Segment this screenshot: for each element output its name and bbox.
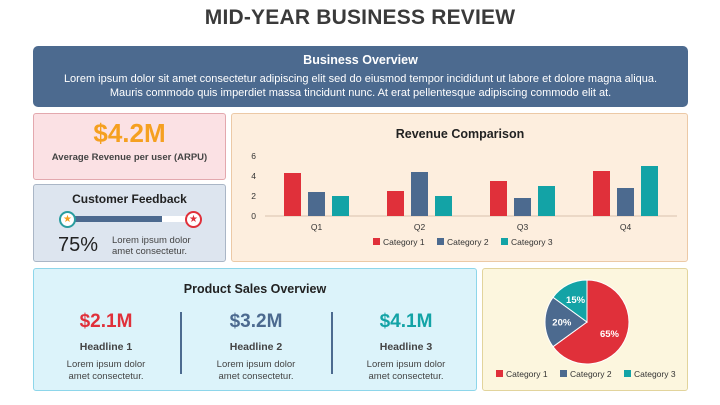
product-sales-headline: Headline 2 xyxy=(229,341,283,353)
bar-category-1 xyxy=(593,171,610,216)
legend-swatch xyxy=(560,370,567,377)
pie-slice-label: 15% xyxy=(566,295,586,306)
business-overview-title: Business Overview xyxy=(303,53,418,67)
business-overview-text: Lorem ipsum dolor sit amet consectetur a… xyxy=(63,73,658,99)
bar-category-1 xyxy=(490,181,507,216)
legend-label: Category 3 xyxy=(634,369,676,379)
product-sales-value: $4.1M xyxy=(379,311,433,332)
divider xyxy=(180,312,182,374)
product-sales-text-line: Lorem ipsum dolor xyxy=(366,359,446,370)
pie-slice-label: 20% xyxy=(552,318,572,329)
legend-swatch xyxy=(496,370,503,377)
category-share-panel: 65% 20% 15% Category 1 Category 2 Category 3 xyxy=(482,268,688,391)
bar-category-2 xyxy=(411,172,428,216)
pie-slice-label: 65% xyxy=(600,329,620,340)
product-sales-text-line: amet consectetur. xyxy=(68,370,144,382)
feedback-description-line: Lorem ipsum dolor xyxy=(112,235,191,246)
legend-label: Category 1 xyxy=(506,369,548,379)
product-sales-headline: Headline 3 xyxy=(379,341,433,353)
legend-label: Category 1 xyxy=(383,237,425,247)
feedback-description: Lorem ipsum dolor amet consectetur. xyxy=(112,235,191,257)
feedback-percent: 75% xyxy=(58,234,99,256)
feedback-progress-track xyxy=(66,216,194,222)
divider xyxy=(331,312,333,374)
x-tick-label: Q3 xyxy=(517,222,529,232)
arpu-value: $4.2M xyxy=(93,118,166,148)
y-tick-label: 2 xyxy=(251,191,256,201)
product-sales-value: $3.2M xyxy=(229,311,283,332)
bar-category-1 xyxy=(387,191,404,216)
y-tick-label: 4 xyxy=(251,171,256,181)
arpu-card: $4.2M Average Revenue per user (ARPU) xyxy=(33,113,226,180)
customer-feedback-card: Customer Feedback ★ ★ 75% Lorem ipsum do… xyxy=(33,184,226,262)
feedback-description-line: amet consectetur. xyxy=(112,246,187,257)
bar-category-3 xyxy=(435,196,452,216)
legend-label: Category 3 xyxy=(511,237,553,247)
bar-category-2 xyxy=(308,192,325,216)
product-sales-text: Lorem ipsum dolor amet consectetur. xyxy=(346,359,466,382)
y-tick-label: 6 xyxy=(251,151,256,161)
star-icon: ★ xyxy=(185,211,202,228)
pie-slice-2 xyxy=(544,296,588,348)
revenue-comparison-panel: Revenue Comparison 0 2 4 6 Q1 Q2 Q3 Q4 Category 1… xyxy=(231,113,688,262)
product-sales-panel: Product Sales Overview $2.1M Headline 1 … xyxy=(33,268,477,391)
product-sales-text: Lorem ipsum dolor amet consectetur. xyxy=(196,359,316,382)
bar-category-2 xyxy=(514,198,531,216)
legend-swatch xyxy=(501,238,508,245)
product-sales-value: $2.1M xyxy=(79,311,133,332)
product-sales-item: $4.1M Headline 3 Lorem ipsum dolor amet … xyxy=(346,311,466,382)
customer-feedback-title: Customer Feedback xyxy=(72,192,187,206)
product-sales-text: Lorem ipsum dolor amet consectetur. xyxy=(46,359,166,382)
x-tick-label: Q2 xyxy=(414,222,426,232)
business-overview-panel: Business Overview Lorem ipsum dolor sit … xyxy=(33,46,688,107)
legend-swatch xyxy=(437,238,444,245)
product-sales-headline: Headline 1 xyxy=(79,341,133,353)
chart-title: Revenue Comparison xyxy=(396,127,525,141)
legend-label: Category 2 xyxy=(570,369,612,379)
product-sales-item: $3.2M Headline 2 Lorem ipsum dolor amet … xyxy=(196,311,316,382)
star-icon: ★ xyxy=(59,211,76,228)
revenue-comparison-chart: Revenue Comparison 0 2 4 6 Q1 Q2 Q3 Q4 Category 1… xyxy=(251,127,677,247)
arpu-label: Average Revenue per user (ARPU) xyxy=(51,152,208,163)
product-sales-text-line: amet consectetur. xyxy=(218,370,294,382)
category-share-pie-chart: 65% 20% 15% Category 1 Category 2 Category 3 xyxy=(496,279,676,379)
product-sales-title: Product Sales Overview xyxy=(183,282,327,296)
bar-category-3 xyxy=(538,186,555,216)
bar-category-3 xyxy=(641,166,658,216)
product-sales-text-line: Lorem ipsum dolor xyxy=(216,359,296,370)
bar-category-1 xyxy=(284,173,301,216)
legend-label: Category 2 xyxy=(447,237,489,247)
product-sales-text-line: Lorem ipsum dolor xyxy=(66,359,146,370)
pie-slice-1 xyxy=(552,279,630,365)
bar-category-2 xyxy=(617,188,634,216)
legend-swatch xyxy=(373,238,380,245)
pie-slice-3 xyxy=(552,279,588,323)
x-tick-label: Q1 xyxy=(311,222,323,232)
x-tick-label: Q4 xyxy=(620,222,632,232)
bar-category-3 xyxy=(332,196,349,216)
legend-swatch xyxy=(624,370,631,377)
page-title: MID-YEAR BUSINESS REVIEW xyxy=(204,6,516,29)
product-sales-text-line: amet consectetur. xyxy=(368,370,444,382)
feedback-progress-fill xyxy=(66,216,162,222)
product-sales-item: $2.1M Headline 1 Lorem ipsum dolor amet … xyxy=(46,311,166,382)
y-tick-label: 0 xyxy=(251,211,256,221)
